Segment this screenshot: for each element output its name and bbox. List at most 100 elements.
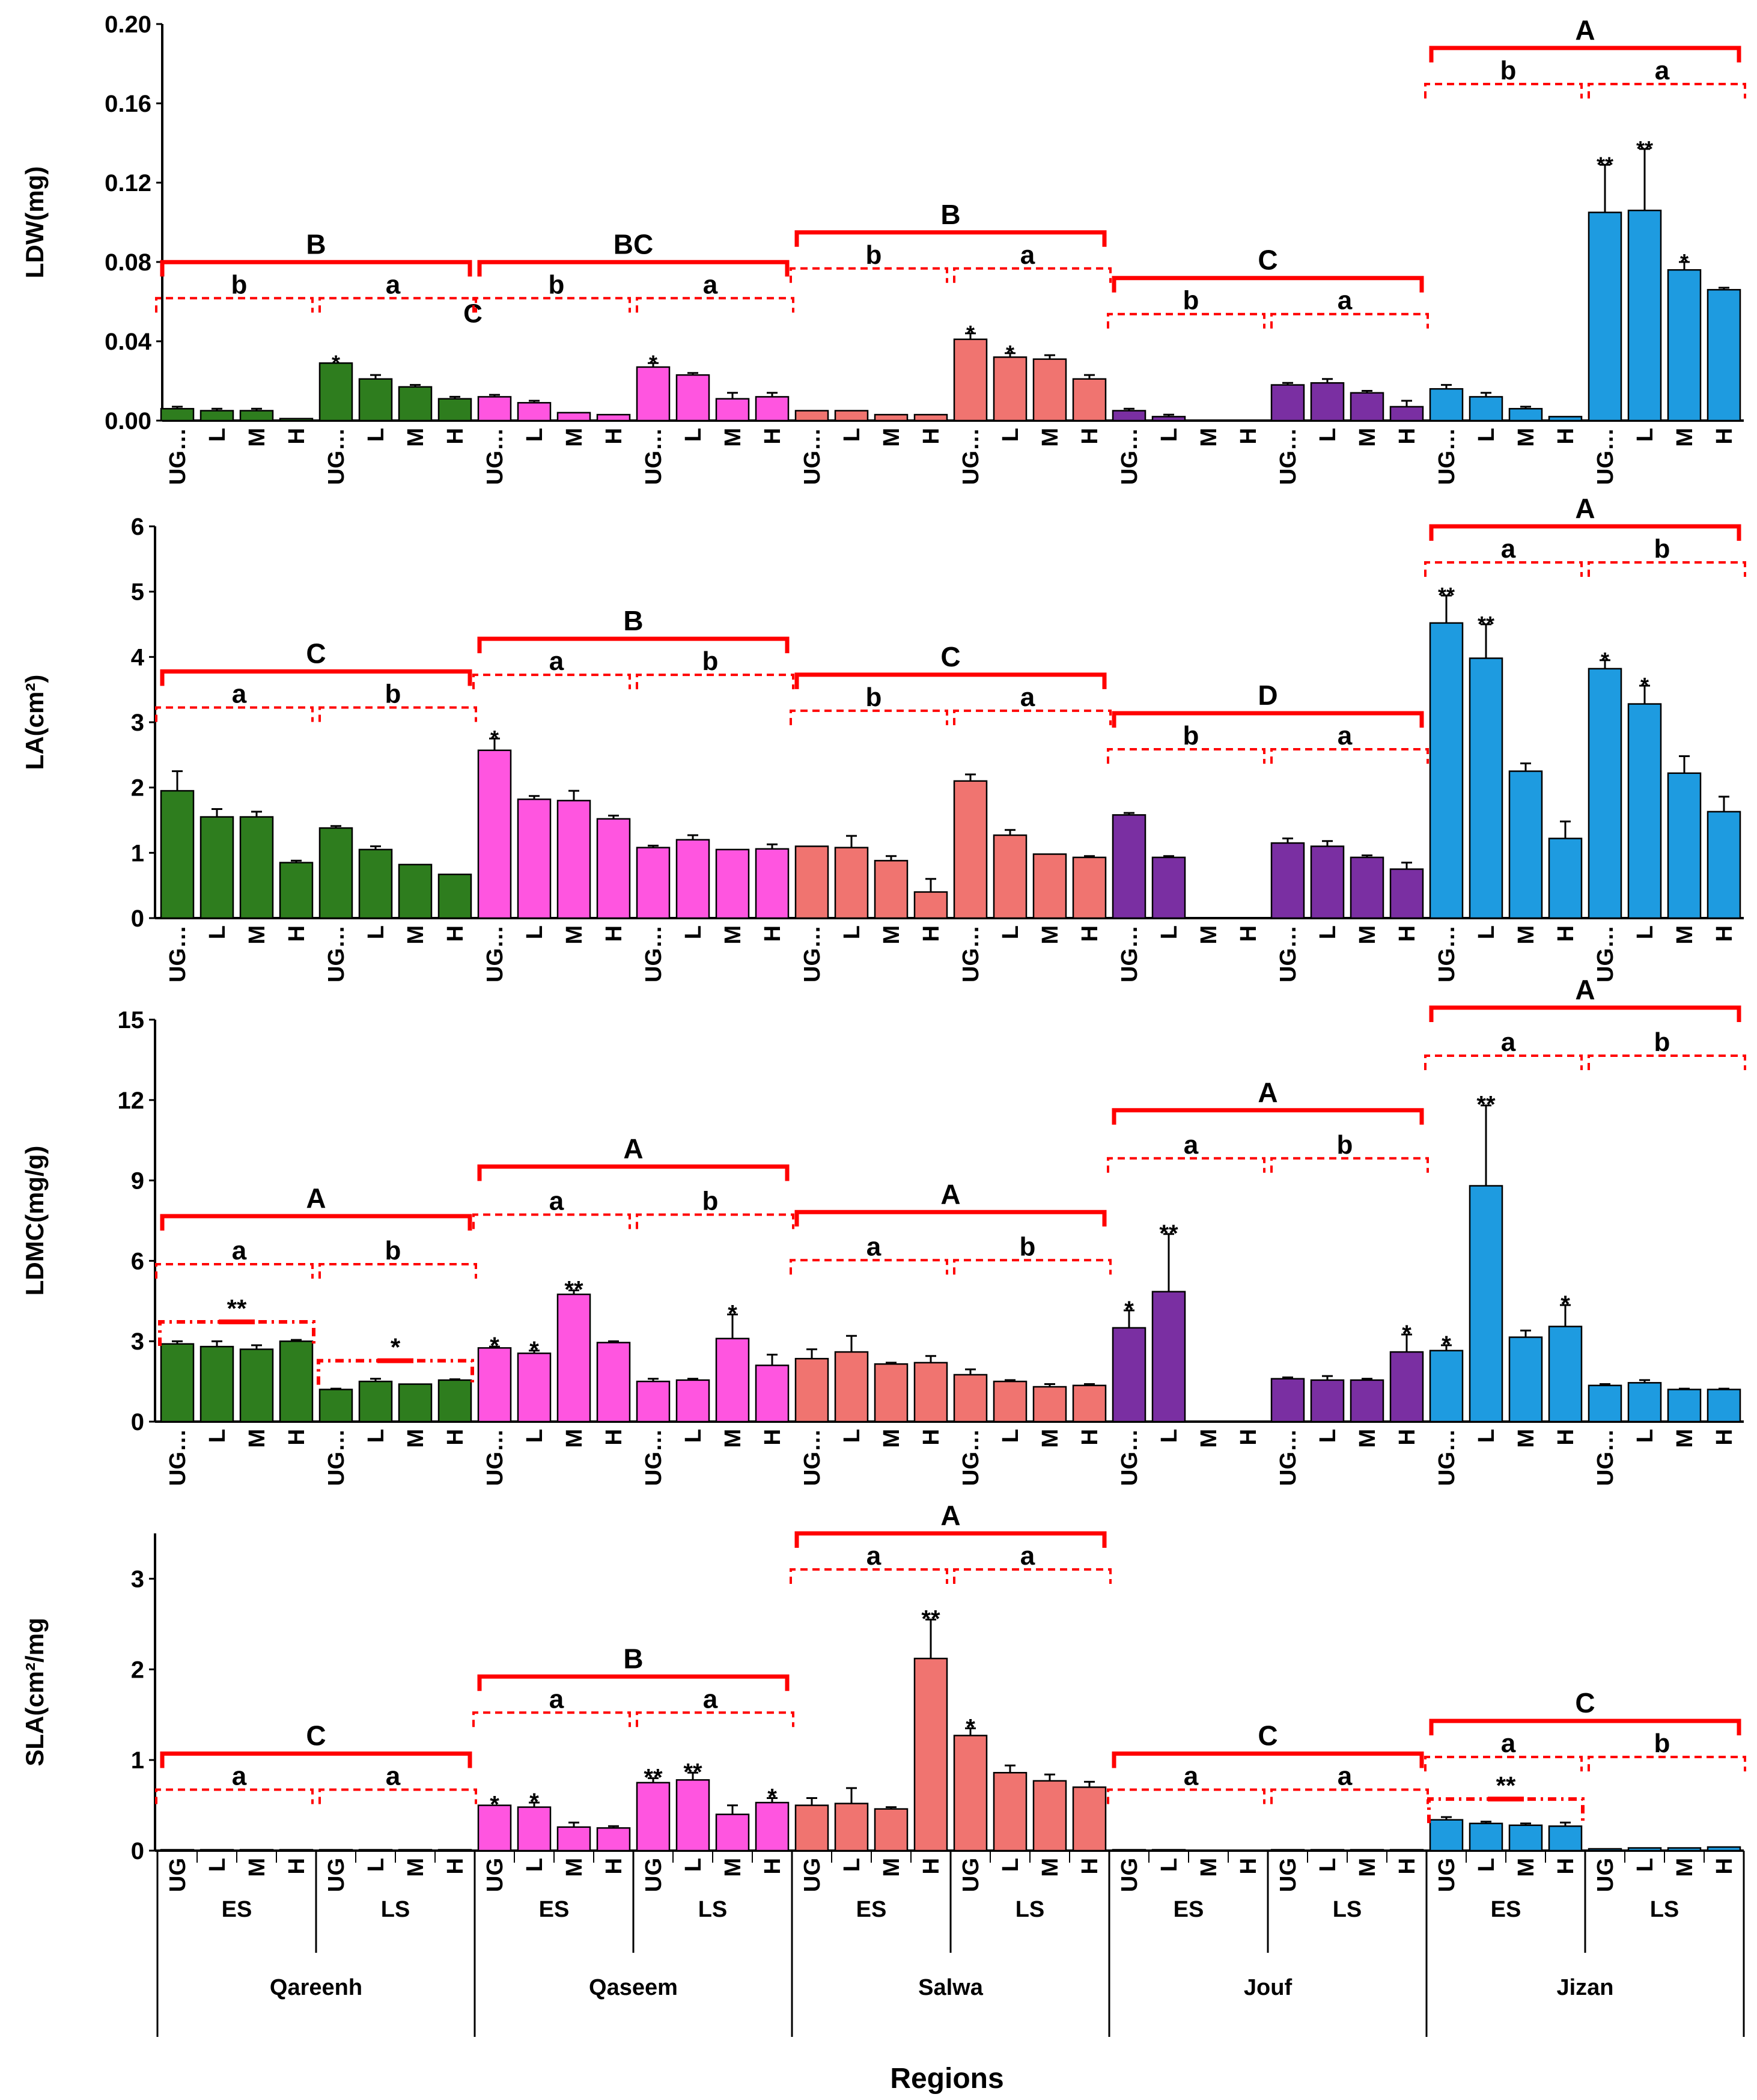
season-label: LS — [1650, 1897, 1679, 1922]
x-tick-label: UG… — [1434, 1429, 1460, 1486]
x-tick-label: M — [1514, 1429, 1539, 1448]
x-tick-label: H — [1553, 925, 1579, 942]
x-tick-label: UG… — [1593, 428, 1618, 485]
x-tick-label: H — [760, 1429, 785, 1445]
bar — [675, 374, 710, 422]
x-tick-label: H — [1077, 925, 1103, 942]
significance-star: ** — [921, 1605, 940, 1632]
bar — [1270, 842, 1305, 919]
bar — [1548, 1325, 1583, 1423]
season-letter: a — [1501, 1729, 1516, 1758]
season-letter: a — [1020, 683, 1035, 712]
bar — [279, 862, 314, 919]
x-tick-label: M — [1355, 1858, 1380, 1877]
bar — [1429, 622, 1464, 919]
season-letter: a — [232, 680, 247, 709]
significance-star: * — [1124, 1297, 1134, 1323]
y-tick-label: 0.08 — [105, 249, 151, 276]
bar — [993, 1380, 1028, 1423]
season-letter: b — [866, 683, 882, 712]
x-tick-label: UG… — [958, 925, 984, 982]
x-tick-label: H — [1553, 1858, 1579, 1874]
x-tick-label: M — [1196, 428, 1222, 447]
season-bracket — [1270, 1157, 1429, 1173]
significance-star: ** — [1597, 152, 1613, 177]
y-axis-label: LA(cm²) — [20, 675, 49, 770]
season-letter: a — [386, 1761, 401, 1791]
bar — [1429, 1350, 1464, 1423]
region-letter: C — [940, 641, 960, 672]
significance-star: ** — [1636, 136, 1653, 161]
x-tick-label: UG — [1117, 1858, 1142, 1892]
bar — [675, 1779, 710, 1852]
bar — [794, 845, 829, 919]
x-tick-label: L — [839, 1429, 865, 1443]
season-letter: a — [232, 1761, 247, 1791]
bar — [874, 1363, 909, 1423]
y-tick-label: 0 — [131, 905, 144, 932]
x-tick-label: H — [1395, 1429, 1420, 1445]
x-tick-label: H — [601, 925, 627, 942]
x-tick-label: H — [1712, 925, 1737, 942]
season-letter: a — [1501, 534, 1516, 564]
x-tick-label: L — [998, 1429, 1023, 1443]
x-tick-label: L — [998, 925, 1023, 939]
bar — [913, 891, 948, 919]
bar — [1627, 703, 1662, 919]
x-tick-label: L — [681, 1429, 706, 1443]
bar — [318, 1389, 353, 1423]
x-tick-label: UG… — [165, 925, 190, 982]
x-tick-label: M — [1514, 428, 1539, 447]
x-tick-label: H — [919, 1858, 944, 1874]
bar — [636, 1782, 671, 1852]
bar — [1151, 856, 1186, 919]
bar — [1667, 772, 1702, 919]
x-tick-label: L — [681, 428, 706, 442]
bar — [596, 413, 631, 422]
season-letter: a — [549, 647, 564, 676]
season-letter: a — [866, 1541, 882, 1571]
season-letter: b — [385, 680, 401, 709]
bar — [874, 1808, 909, 1852]
x-tick-label: UG — [800, 1858, 825, 1892]
x-tick-label: UG — [483, 1858, 508, 1892]
season-bracket — [953, 1568, 1112, 1584]
bar — [1270, 1378, 1305, 1423]
season-letter: b — [1500, 56, 1517, 85]
bar — [1469, 1822, 1503, 1852]
x-tick-label: M — [720, 1858, 746, 1877]
bar — [1588, 1384, 1622, 1423]
bar — [160, 407, 195, 422]
season-bracket — [155, 1262, 314, 1279]
significance-star: * — [529, 1789, 539, 1815]
region-letter: A — [623, 1133, 643, 1164]
x-tick-label: L — [1157, 1429, 1182, 1443]
bar — [318, 827, 353, 919]
region-bracket — [477, 1164, 790, 1181]
bar — [1667, 269, 1702, 422]
bar — [834, 1351, 869, 1423]
bar — [1627, 209, 1662, 422]
x-tick-label: UG… — [1593, 925, 1618, 982]
x-tick-label: UG… — [958, 1429, 984, 1486]
x-tick-label: H — [443, 1429, 468, 1445]
y-tick-label: 1 — [131, 840, 144, 866]
bar — [279, 1849, 314, 1852]
y-tick-label: 3 — [131, 710, 144, 736]
x-tick-label: M — [720, 925, 746, 945]
bar — [953, 1735, 988, 1852]
x-tick-label: UG — [958, 1858, 984, 1892]
bar — [1350, 856, 1384, 919]
season-bracket — [472, 1213, 631, 1229]
x-tick-label: UG… — [958, 428, 984, 485]
season-letter: b — [231, 270, 248, 299]
bar — [953, 1374, 988, 1423]
x-tick-label: H — [443, 1858, 468, 1874]
bar — [715, 848, 750, 919]
season-letter: b — [385, 1236, 401, 1265]
region-bracket — [1112, 276, 1424, 293]
x-tick-label: L — [364, 925, 389, 939]
significance-star: ** — [1159, 1220, 1178, 1247]
x-tick-label: L — [1633, 1858, 1658, 1872]
season-bracket — [318, 297, 477, 313]
